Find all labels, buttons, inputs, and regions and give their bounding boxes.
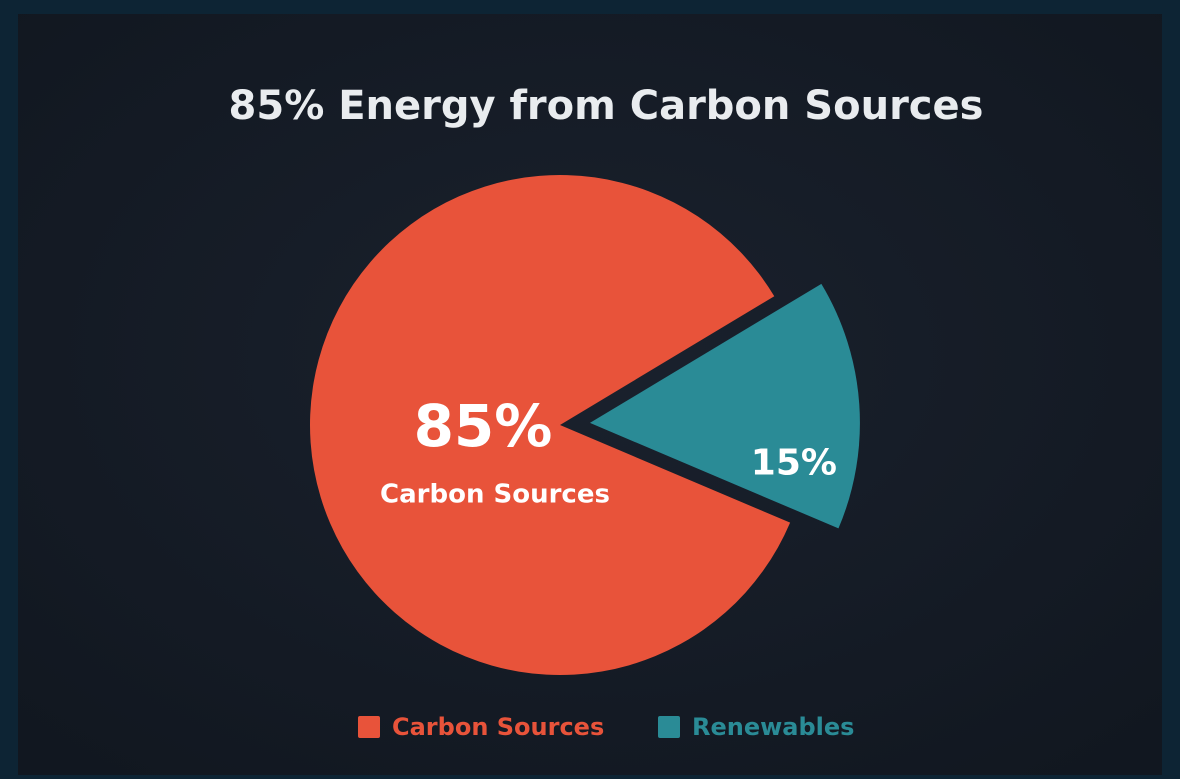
legend-label: Renewables [692, 713, 854, 741]
legend-swatch [658, 716, 680, 738]
pie-slice [589, 283, 860, 529]
pie-slice [309, 175, 791, 675]
slice-value-label: 85% [414, 392, 553, 460]
legend-swatch [358, 716, 380, 738]
slice-value-label: 15% [751, 442, 837, 483]
legend-label: Carbon Sources [392, 713, 604, 741]
slice-category-label: Carbon Sources [380, 480, 610, 510]
chart-title: 85% Energy from Carbon Sources [229, 83, 984, 129]
